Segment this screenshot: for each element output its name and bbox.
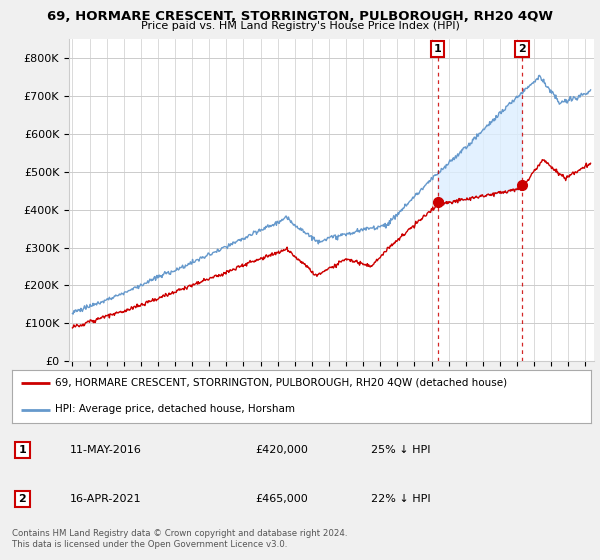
Text: 69, HORMARE CRESCENT, STORRINGTON, PULBOROUGH, RH20 4QW (detached house): 69, HORMARE CRESCENT, STORRINGTON, PULBO… — [55, 378, 508, 388]
Text: 69, HORMARE CRESCENT, STORRINGTON, PULBOROUGH, RH20 4QW: 69, HORMARE CRESCENT, STORRINGTON, PULBO… — [47, 10, 553, 23]
Text: 2: 2 — [19, 494, 26, 504]
Text: 11-MAY-2016: 11-MAY-2016 — [70, 445, 142, 455]
Text: £420,000: £420,000 — [255, 445, 308, 455]
Text: 1: 1 — [434, 44, 442, 54]
Text: 16-APR-2021: 16-APR-2021 — [70, 494, 142, 504]
Text: 22% ↓ HPI: 22% ↓ HPI — [371, 494, 431, 504]
Text: 25% ↓ HPI: 25% ↓ HPI — [371, 445, 430, 455]
Text: Price paid vs. HM Land Registry's House Price Index (HPI): Price paid vs. HM Land Registry's House … — [140, 21, 460, 31]
Text: Contains HM Land Registry data © Crown copyright and database right 2024.
This d: Contains HM Land Registry data © Crown c… — [12, 529, 347, 549]
Text: £465,000: £465,000 — [255, 494, 308, 504]
Text: 1: 1 — [19, 445, 26, 455]
Text: 2: 2 — [518, 44, 526, 54]
Text: HPI: Average price, detached house, Horsham: HPI: Average price, detached house, Hors… — [55, 404, 295, 414]
